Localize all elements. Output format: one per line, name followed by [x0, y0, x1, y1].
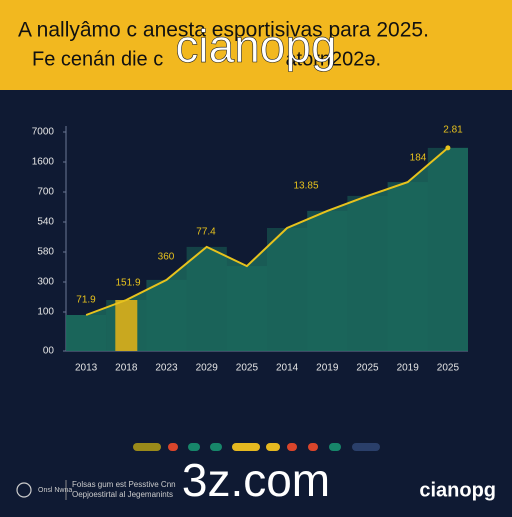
dot [133, 443, 161, 451]
dot [210, 443, 222, 451]
watermark: 3z.com [182, 454, 330, 506]
x-tick-label: 2025 [236, 363, 259, 374]
x-tick-label: 2023 [155, 363, 178, 374]
y-tick-label: 100 [37, 307, 54, 318]
x-tick-label: 2013 [75, 363, 98, 374]
dot [266, 443, 280, 451]
x-tick-label: 2014 [276, 363, 299, 374]
annotation: 2.81 [443, 125, 463, 136]
line [85, 147, 449, 316]
x-tick-label: 2029 [196, 363, 219, 374]
header-band [0, 0, 512, 90]
dot [308, 443, 318, 451]
y-tick-label: 540 [37, 217, 54, 228]
dot [188, 443, 200, 451]
watermark: cianopg [175, 20, 336, 72]
x-tick-label: 2018 [115, 363, 138, 374]
footer-icon-text: Onsl Nwna [38, 487, 72, 494]
legend-dots [133, 443, 380, 451]
footer-line: Folsas gum est Pesstive Cnn [72, 480, 176, 489]
dot [168, 443, 178, 451]
x-tick-label: 2019 [397, 363, 420, 374]
end-dot [445, 145, 451, 151]
y-tick-label: 1600 [32, 157, 55, 168]
y-tick-label: 580 [37, 247, 54, 258]
annotation: 77.4 [196, 227, 216, 238]
x-tick-label: 2025 [437, 363, 460, 374]
dot [232, 443, 260, 451]
annotation: 71.9 [76, 295, 96, 306]
y-tick-label: 7000 [32, 127, 55, 138]
y-tick-label: 00 [43, 346, 55, 357]
footer-line: Oepjoestirtal al Jegemanints [72, 490, 173, 499]
dot [329, 443, 341, 451]
area [66, 147, 468, 351]
footer-brand: cianopg [419, 479, 496, 501]
annotation: 184 [410, 153, 427, 164]
footer-icon [16, 482, 32, 498]
dot [287, 443, 297, 451]
highlight-bar [115, 300, 138, 351]
annotation: 151.9 [115, 278, 140, 289]
y-tick-label: 700 [37, 187, 54, 198]
x-tick-label: 2019 [316, 363, 339, 374]
y-tick-label: 300 [37, 277, 54, 288]
x-tick-label: 2025 [356, 363, 379, 374]
chart-title: A nallyâmo c anesta esportisivas para 20… [18, 19, 429, 42]
chart-subtitle: Fe cenán die c atorn202ə. [32, 48, 381, 70]
annotation: 13.85 [293, 181, 318, 192]
dot [352, 443, 380, 451]
plot: 00 100 300 580 540 700 1600 7000 2013 2018 2023 202… [32, 125, 468, 374]
annotation: 360 [158, 252, 175, 263]
